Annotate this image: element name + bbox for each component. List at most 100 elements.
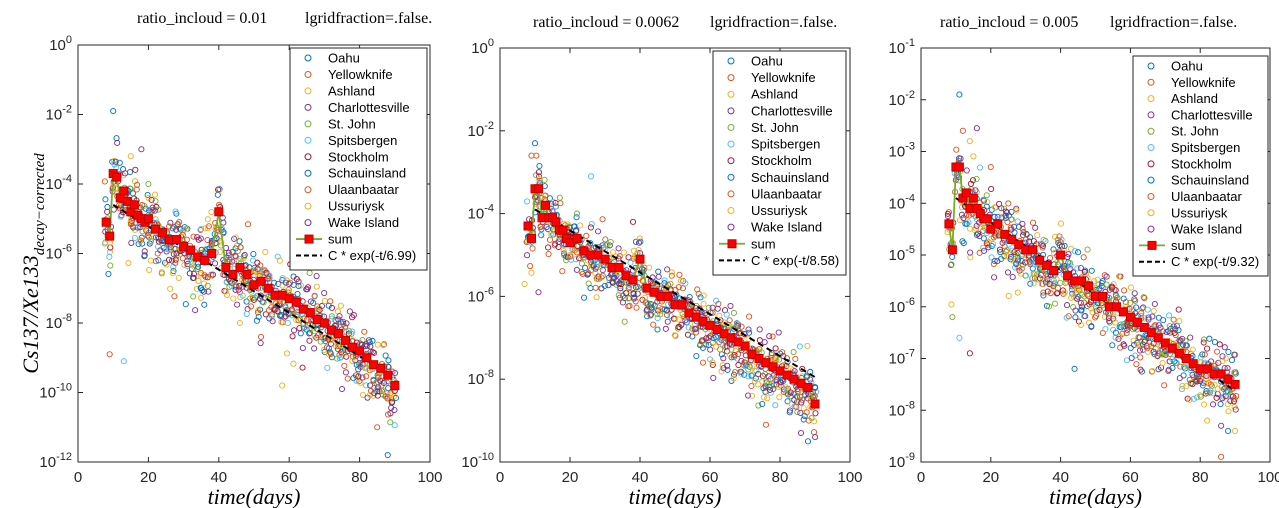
station-point (786, 390, 793, 397)
legend-label-station: St. John (328, 116, 376, 131)
x-tick-label: 20 (140, 469, 157, 486)
station-point (734, 320, 741, 327)
sum-marker (341, 335, 351, 345)
y-axis-label: Cs137/Xe133decay−corrected (18, 153, 48, 374)
station-point (783, 390, 790, 397)
y-tick-label: 10-3 (889, 141, 915, 161)
station-point (266, 272, 273, 279)
sum-marker (1188, 359, 1198, 369)
station-point (284, 319, 291, 326)
station-point (1007, 224, 1014, 231)
chart-title-ratio: ratio_incloud = 0.005 (940, 14, 1078, 31)
station-point-outlier (959, 127, 966, 134)
station-point (283, 350, 291, 357)
station-point (962, 220, 969, 227)
station-point (1165, 366, 1172, 373)
station-point (167, 285, 174, 292)
station-point (278, 318, 285, 326)
station-point (243, 298, 250, 305)
station-point-outlier (699, 359, 707, 366)
x-axis-label: time(days) (208, 484, 301, 508)
legend-marker-station (727, 90, 735, 98)
station-point (661, 277, 668, 284)
station-point (759, 400, 766, 408)
station-point (601, 282, 608, 289)
station-point (960, 240, 967, 247)
y-tick-label: 10-2 (889, 89, 915, 109)
station-point (208, 208, 215, 216)
station-point (237, 244, 244, 251)
station-point (1132, 352, 1139, 359)
station-point (1053, 276, 1060, 283)
station-point (626, 287, 633, 294)
station-point (158, 238, 165, 245)
station-point (1082, 313, 1089, 320)
sum-marker (157, 228, 167, 238)
station-point (693, 329, 700, 336)
station-point (1077, 307, 1084, 314)
station-point (1136, 334, 1143, 341)
station-point (191, 263, 198, 271)
sum-marker (1223, 374, 1233, 384)
station-point (385, 364, 392, 371)
x-tick-label: 20 (982, 469, 999, 486)
station-point (1220, 385, 1227, 393)
station-point-outlier (338, 385, 346, 393)
y-tick-label: 10-7 (889, 348, 915, 368)
station-point (1165, 312, 1173, 319)
station-point (125, 259, 132, 267)
station-point (1077, 264, 1084, 272)
station-point (1084, 246, 1091, 253)
station-point (1013, 207, 1020, 214)
station-point (369, 337, 376, 344)
station-point (689, 325, 696, 332)
station-point (1061, 289, 1068, 296)
station-point (983, 203, 990, 210)
station-point (751, 378, 758, 385)
sum-marker (376, 363, 386, 373)
station-point (336, 313, 343, 320)
station-point (970, 153, 977, 160)
station-point (291, 327, 298, 334)
station-point (545, 251, 552, 258)
sum-marker (172, 235, 182, 245)
legend-marker-sum (727, 239, 737, 249)
station-point (775, 329, 782, 336)
station-point (167, 219, 174, 226)
legend-marker-station (304, 136, 312, 144)
sum-marker (207, 249, 217, 258)
sum-marker (291, 297, 301, 307)
station-point (582, 264, 589, 271)
station-point (691, 326, 698, 333)
station-point (141, 202, 148, 209)
station-point (949, 253, 956, 261)
sum-marker (1160, 338, 1170, 348)
station-point (278, 313, 285, 320)
legend-label-station: Spitsbergen (751, 137, 820, 152)
station-point (988, 185, 995, 193)
y-tick-label: 10-8 (889, 399, 915, 419)
station-point (1186, 396, 1193, 403)
station-point (1109, 313, 1116, 320)
station-point (944, 210, 951, 217)
station-point (772, 402, 779, 409)
station-point (1150, 307, 1157, 314)
station-point (537, 223, 544, 230)
sum-marker (947, 245, 957, 255)
y-tick-label: 10-5 (889, 244, 915, 264)
station-point-outlier (145, 180, 152, 188)
station-point (1060, 290, 1067, 297)
station-point (144, 232, 151, 239)
station-point (106, 253, 113, 260)
station-point (772, 345, 779, 352)
station-point (647, 311, 654, 318)
legend-marker-station (1147, 225, 1155, 233)
chart-panel-2: ratio_incloud = 0.0062 lgridfraction=.fal… (461, 14, 862, 508)
station-point (1175, 327, 1182, 334)
station-point (791, 368, 798, 375)
station-point (1119, 330, 1126, 337)
station-point (803, 409, 810, 416)
station-point (1038, 241, 1045, 248)
station-point (988, 254, 995, 261)
